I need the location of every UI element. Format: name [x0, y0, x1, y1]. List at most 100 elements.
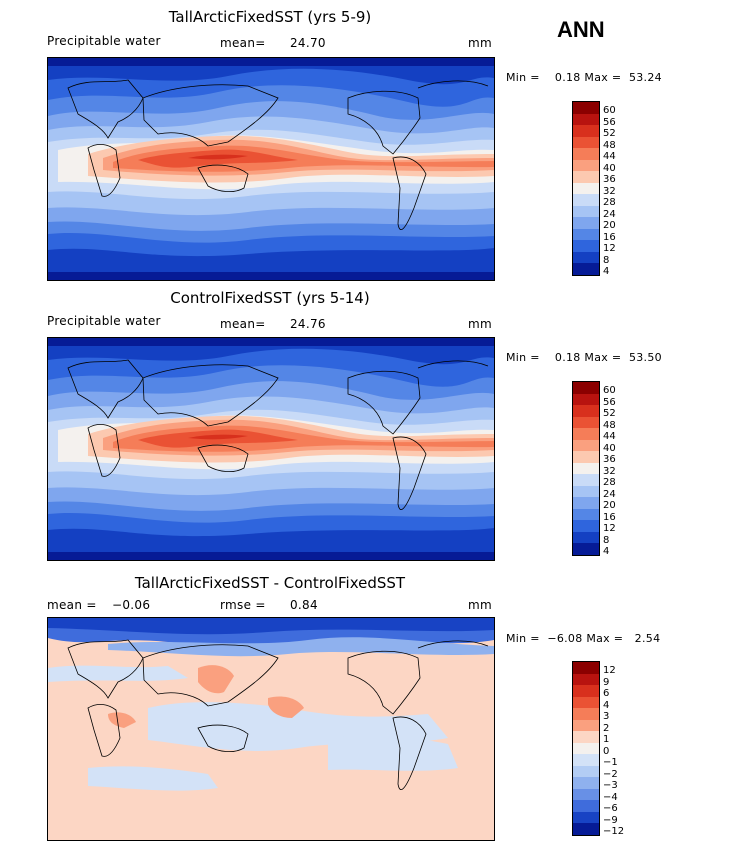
colorbar-label: 36 [603, 174, 616, 185]
colorbar-label: 8 [603, 254, 610, 266]
colorbar-label: 4 [603, 699, 610, 711]
precipitable-water-map [47, 337, 495, 561]
colorbar-label: 9 [603, 676, 610, 688]
colorbar-label: 24 [603, 488, 616, 500]
colorbar-bin [573, 251, 599, 263]
colorbar-bin [573, 719, 599, 731]
colorbar-label: 12 [603, 665, 616, 676]
colorbar-bin [573, 217, 599, 229]
colorbar-label: 24 [603, 208, 616, 220]
colorbar-bin [573, 113, 599, 125]
colorbar-bin [573, 102, 599, 114]
colorbar-bin [573, 777, 599, 789]
colorbar-label: 12 [603, 523, 616, 534]
colorbar-bin [573, 382, 599, 394]
colorbar-label: 0 [603, 745, 610, 757]
colorbar-bin [573, 428, 599, 440]
colorbar-label: 56 [603, 396, 616, 408]
rmse-label: rmse = [220, 598, 266, 612]
colorbar-label: 60 [603, 385, 616, 396]
colorbar-label: 44 [603, 431, 616, 442]
mean-label: mean = [47, 598, 97, 612]
colorbar-label: 8 [603, 534, 610, 546]
min-max-readout: Min = −6.08 Max = 2.54 [506, 632, 661, 645]
colorbar-label: 28 [603, 477, 616, 488]
colorbar-bin [573, 696, 599, 708]
variable-label: Precipitable water [47, 34, 161, 48]
colorbar-bin [573, 742, 599, 754]
mean-value: −0.06 [112, 598, 151, 612]
units-label: mm [468, 317, 492, 331]
colorbar-label: 28 [603, 197, 616, 208]
colorbar-bin [573, 543, 599, 555]
min-max-readout: Min = 0.18 Max = 53.24 [506, 71, 662, 84]
colorbar-label: 1 [603, 734, 610, 745]
mean-label: mean= [220, 317, 266, 331]
min-max-readout: Min = 0.18 Max = 53.50 [506, 351, 662, 364]
colorbar-label: −2 [603, 768, 618, 780]
colorbar-bin [573, 148, 599, 160]
mean-value: 24.70 [290, 36, 326, 50]
mean-value: 24.76 [290, 317, 326, 331]
colorbar-bin [573, 474, 599, 486]
colorbar-label: 20 [603, 500, 616, 511]
colorbar-label: 6 [603, 688, 610, 699]
colorbar-label: 20 [603, 220, 616, 231]
colorbar-bin [573, 731, 599, 743]
colorbar-bin [573, 125, 599, 137]
colorbar-label: −12 [603, 826, 625, 837]
colorbar-bin [573, 673, 599, 685]
colorbar-label: −6 [603, 803, 618, 814]
colorbar-label: 60 [603, 105, 616, 116]
colorbar-bin [573, 159, 599, 171]
colorbar-bin [573, 520, 599, 532]
colorbar-bin [573, 497, 599, 509]
panel-title: ControlFixedSST (yrs 5-14) [170, 289, 370, 307]
colorbar [572, 661, 600, 836]
colorbar-bin [573, 823, 599, 835]
colorbar-bin [573, 685, 599, 697]
colorbar-label: −4 [603, 791, 618, 803]
units-label: mm [468, 598, 492, 612]
colorbar-label: 2 [603, 722, 610, 734]
units-label: mm [468, 36, 492, 50]
colorbar-bin [573, 451, 599, 463]
colorbar-label: 52 [603, 408, 616, 419]
colorbar-label: 16 [603, 511, 616, 523]
colorbar-label: 32 [603, 465, 616, 477]
precipitable-water-map [47, 57, 495, 281]
colorbar-bin [573, 263, 599, 275]
colorbar-bin [573, 462, 599, 474]
colorbar-bin [573, 136, 599, 148]
colorbar-bin [573, 754, 599, 766]
colorbar-bin [573, 531, 599, 543]
season-label: ANN [557, 17, 605, 42]
colorbar-bin [573, 788, 599, 800]
colorbar-bin [573, 800, 599, 812]
colorbar-label: 48 [603, 419, 616, 431]
colorbar-bin [573, 182, 599, 194]
colorbar-bin [573, 508, 599, 520]
mean-label: mean= [220, 36, 266, 50]
colorbar-label: 52 [603, 128, 616, 139]
colorbar-bin [573, 765, 599, 777]
colorbar-bin [573, 393, 599, 405]
colorbar-label: 36 [603, 454, 616, 465]
colorbar-bin [573, 240, 599, 252]
colorbar-label: 12 [603, 243, 616, 254]
colorbar [572, 101, 600, 276]
colorbar-bin [573, 171, 599, 183]
colorbar-label: 4 [603, 266, 610, 277]
colorbar-label: 32 [603, 185, 616, 197]
colorbar-label: 56 [603, 116, 616, 128]
colorbar-label: −1 [603, 757, 618, 768]
colorbar-label: 4 [603, 546, 610, 557]
colorbar-bin [573, 708, 599, 720]
colorbar-label: 16 [603, 231, 616, 243]
colorbar-label: 3 [603, 711, 610, 722]
colorbar [572, 381, 600, 556]
colorbar-label: −3 [603, 780, 618, 791]
colorbar-label: 44 [603, 151, 616, 162]
variable-label: Precipitable water [47, 314, 161, 328]
panel-title: TallArcticFixedSST (yrs 5-9) [168, 8, 372, 26]
